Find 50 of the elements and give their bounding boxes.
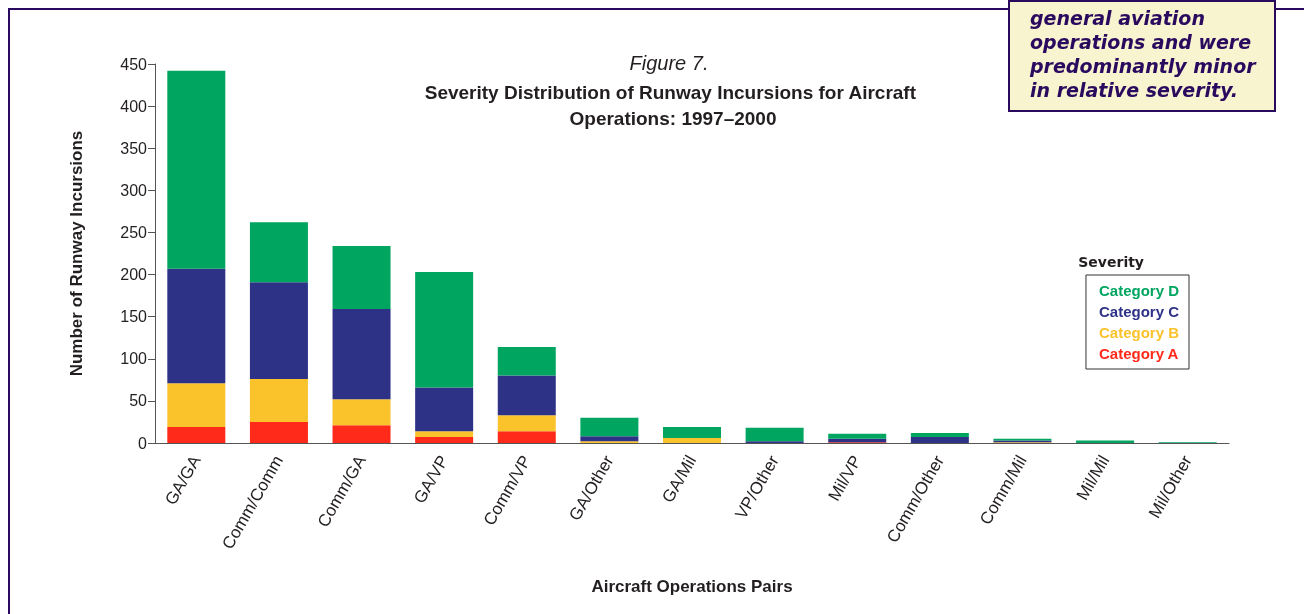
text: Category C	[1098, 303, 1180, 320]
bar	[497, 431, 556, 443]
legend-title: Severity	[1078, 254, 1145, 270]
annotation: general aviation operations and were predominantly minor in relative severity.	[1008, 0, 1276, 112]
text: Category B	[1098, 324, 1180, 341]
bar	[910, 432, 969, 438]
bar	[167, 383, 226, 427]
bar	[249, 378, 308, 422]
bar	[580, 417, 639, 437]
bar	[663, 437, 721, 443]
bar	[332, 309, 391, 400]
bar	[332, 425, 391, 443]
bar	[249, 282, 308, 379]
text: Severity Distribution of Runway Incursions for Aircraft Operations: 1997–2000	[424, 81, 922, 129]
bar	[415, 387, 474, 432]
y-tick-label: 50	[129, 392, 148, 410]
bar	[1076, 440, 1135, 443]
bar	[497, 375, 556, 416]
y-tick-label: 400	[120, 97, 148, 115]
bar	[745, 427, 804, 442]
y-tick-label: 150	[120, 308, 148, 326]
y-tick-label: 0	[138, 434, 148, 452]
bar	[167, 268, 226, 384]
bar	[249, 421, 308, 443]
bar	[249, 222, 308, 283]
bar	[415, 437, 474, 443]
bar	[415, 272, 474, 388]
bar	[415, 431, 474, 438]
y-axis-title: Number of Runway Incursions	[67, 130, 86, 377]
bar	[828, 438, 887, 443]
bar	[332, 245, 391, 310]
bar	[910, 437, 969, 443]
y-tick-label: 100	[120, 350, 148, 368]
x-axis-title: Aircraft Operations Pairs	[591, 577, 793, 596]
y-tick-label: 300	[120, 181, 148, 199]
bar	[663, 427, 721, 438]
bar	[828, 433, 887, 439]
text: Category A	[1098, 345, 1179, 362]
bar	[167, 70, 226, 269]
y-tick-label: 350	[120, 139, 148, 157]
y-tick-label: 200	[120, 266, 148, 284]
y-tick-label: 250	[120, 223, 148, 241]
chart-title: Figure 7.	[629, 52, 709, 74]
bar	[167, 427, 226, 443]
y-tick-label: 450	[120, 55, 148, 73]
bar	[580, 436, 639, 442]
bar	[497, 346, 556, 376]
bar	[332, 399, 391, 426]
bar	[497, 415, 556, 432]
text: Category D	[1098, 282, 1180, 299]
